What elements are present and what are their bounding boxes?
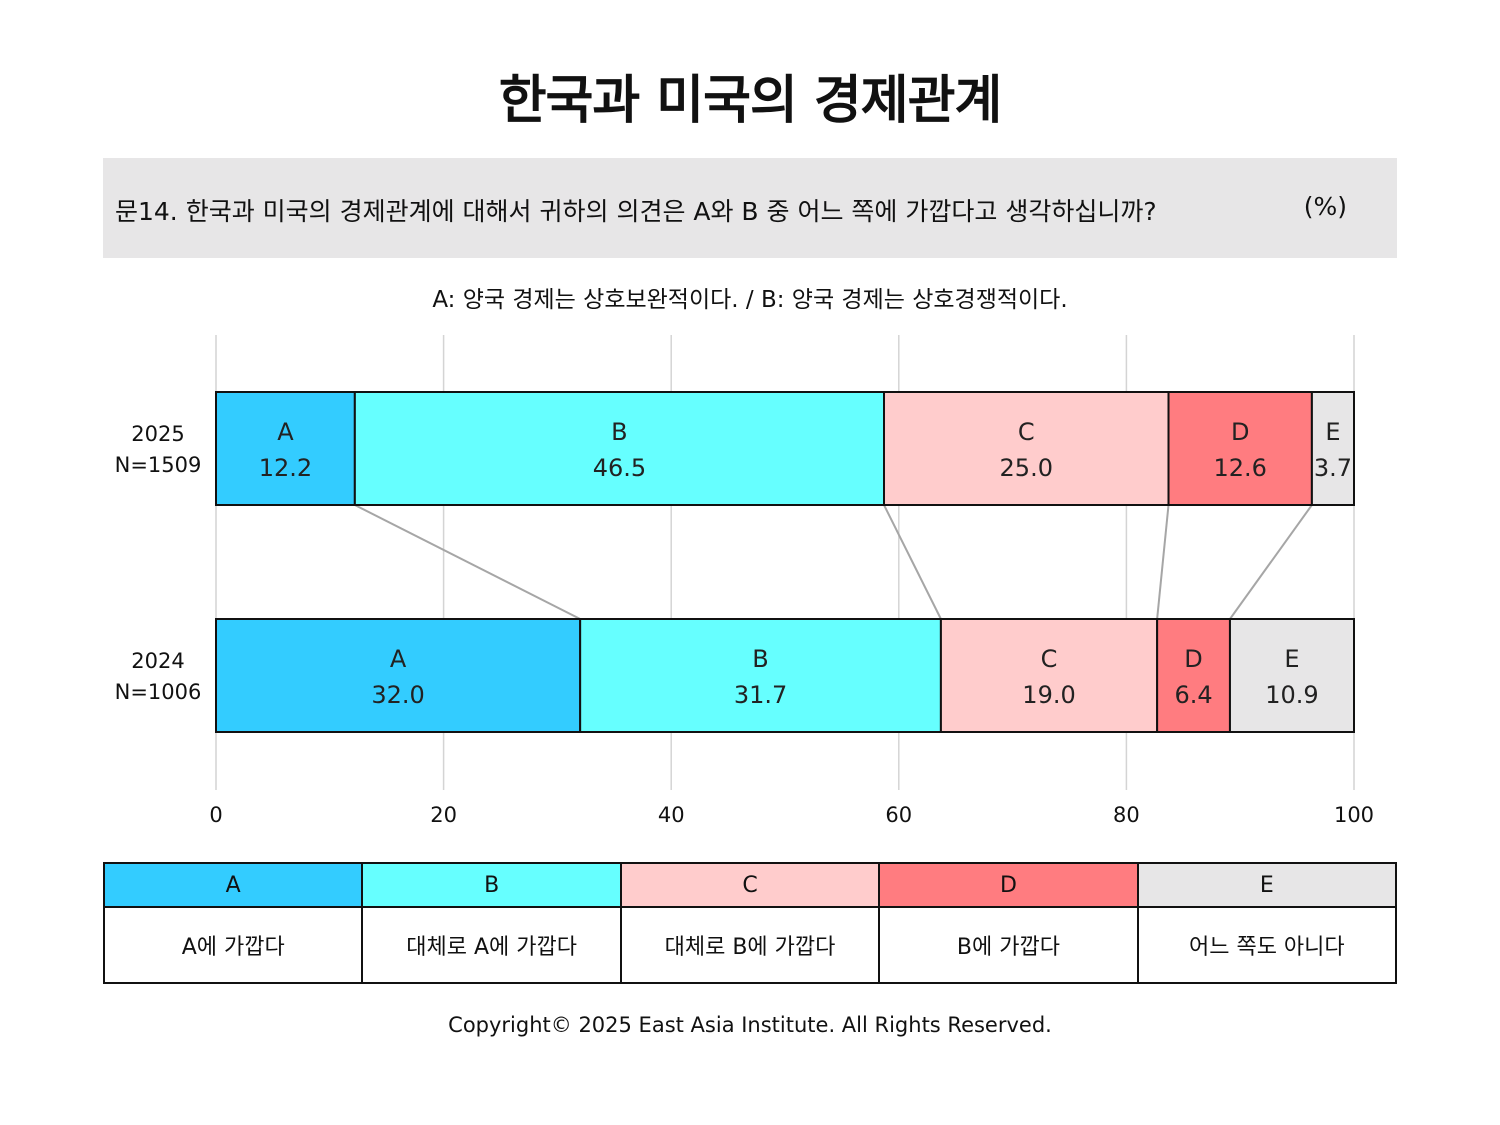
category-n-label: N=1509 [115, 453, 202, 477]
segment-series-label: B [752, 645, 768, 673]
x-tick-label: 0 [209, 803, 222, 827]
bar-segment-a [215, 618, 582, 733]
data-label: 25.0 [1000, 454, 1053, 482]
data-label: 10.9 [1265, 681, 1318, 709]
connector-line [1156, 504, 1170, 620]
question-text: 문14. 한국과 미국의 경제관계에 대해서 귀하의 의견은 A와 B 중 어느… [115, 197, 1157, 226]
data-label: 12.2 [259, 454, 312, 482]
bar-segment-b [353, 391, 886, 506]
bar-segment-d [1167, 391, 1313, 506]
x-tick-label: 80 [1113, 803, 1140, 827]
segment-series-label: A [277, 418, 294, 446]
bar-segment-d [1156, 618, 1231, 733]
segment-series-label: E [1325, 418, 1340, 446]
segment-series-label: A [390, 645, 407, 673]
bar-segment-e [1228, 618, 1356, 733]
legend-label-d: B에 가깝다 [956, 935, 1060, 960]
legend-key-e: E [1138, 864, 1396, 908]
copyright-text: Copyright© 2025 East Asia Institute. All… [448, 1013, 1052, 1037]
legend-column-c: C 대체로 B에 가깝다 [621, 864, 881, 982]
category-n-label: N=1006 [115, 680, 202, 704]
unit-label: (%) [1303, 192, 1347, 221]
legend-label-c: 대체로 B에 가깝다 [664, 935, 836, 960]
data-label: 12.6 [1213, 454, 1266, 482]
data-label: 19.0 [1022, 681, 1075, 709]
x-tick-label: 40 [658, 803, 685, 827]
category-year-label: 2024 [131, 649, 184, 673]
bar-segment-c [883, 391, 1170, 506]
category-year-label: 2025 [131, 422, 184, 446]
segment-series-label: D [1231, 418, 1249, 446]
x-tick-label: 20 [430, 803, 457, 827]
segment-series-label: E [1284, 645, 1299, 673]
legend-key-a: A [105, 864, 362, 908]
data-label: 46.5 [593, 454, 646, 482]
bar-segment-b [579, 618, 942, 733]
bar-segment-c [939, 618, 1159, 733]
connector-line [1229, 504, 1313, 620]
legend-label-a: A에 가깝다 [181, 935, 285, 960]
legend-label-e: 어느 쪽도 아니다 [1188, 935, 1345, 960]
data-label: 32.0 [371, 681, 424, 709]
stacked-bar-chart: 0 20 40 60 80 100 A 12.2 B 46.5 C 25.0 D 12.6 E 3.7 2025… [115, 335, 1374, 827]
legend-key-c: C [621, 864, 879, 908]
x-tick-label: 100 [1334, 803, 1374, 827]
legend-column-b: B 대체로 A에 가깝다 [363, 864, 622, 982]
segment-series-label: C [1041, 645, 1058, 673]
connector-line [883, 504, 942, 620]
legend-column-e: E 어느 쪽도 아니다 [1138, 864, 1396, 982]
data-label: 6.4 [1174, 681, 1212, 709]
data-label: 3.7 [1314, 454, 1352, 482]
segment-series-label: D [1184, 645, 1202, 673]
connector-line [354, 504, 581, 620]
bar-segment-a [215, 391, 356, 506]
legend-key-b: B [363, 864, 620, 908]
segment-series-label: B [611, 418, 627, 446]
legend-column-a: A A에 가깝다 [105, 864, 364, 982]
legend-column-d: D B에 가깝다 [880, 864, 1139, 982]
chart-title: 한국과 미국의 경제관계 [498, 71, 1003, 131]
segment-series-label: C [1018, 418, 1035, 446]
data-label: 31.7 [734, 681, 787, 709]
legend-label-b: 대체로 A에 가깝다 [406, 935, 577, 960]
legend-table: A A에 가깝다 B 대체로 A에 가깝다 C 대체로 B에 가깝다 D B에 … [103, 862, 1397, 984]
question-box: 문14. 한국과 미국의 경제관계에 대해서 귀하의 의견은 A와 B 중 어느… [103, 158, 1397, 258]
chart-subtitle: A: 양국 경제는 상호보완적이다. / B: 양국 경제는 상호경쟁적이다. [432, 287, 1068, 313]
bar-segment-e [1310, 391, 1356, 506]
legend-key-d: D [880, 864, 1137, 908]
x-tick-label: 60 [885, 803, 912, 827]
